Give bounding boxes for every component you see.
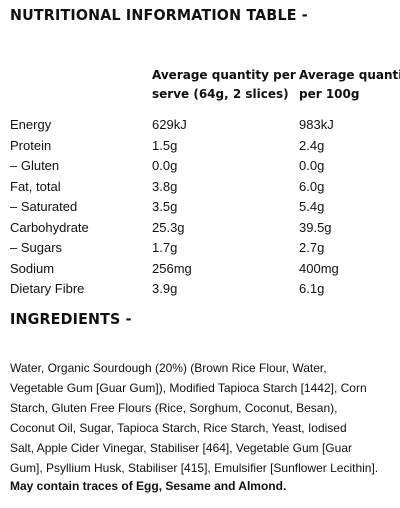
column-header-per-100g-line: Average quantity <box>299 68 400 82</box>
column-header-per-serve-line: serve (64g, 2 slices) <box>152 87 289 101</box>
ingredients-text: Water, Organic Sourdough (20%) (Brown Ri… <box>10 358 392 478</box>
nutrient-name: Dietary Fibre <box>10 281 85 296</box>
nutrition-table-title: NUTRITIONAL INFORMATION TABLE - <box>10 6 308 24</box>
value-per-100g: 6.1g <box>299 281 325 296</box>
value-per-serve: 3.5g <box>152 199 178 214</box>
column-header-per-serve: Average quantity per serve (64g, 2 slice… <box>152 66 296 104</box>
column-header-per-100g-line: per 100g <box>299 87 360 101</box>
value-per-serve: 629kJ <box>152 117 187 132</box>
value-per-100g: 6.0g <box>299 178 325 194</box>
value-per-serve: 0.0g <box>152 158 178 173</box>
ingredients-title: INGREDIENTS - <box>10 310 132 328</box>
value-per-100g: 39.5g <box>299 219 332 235</box>
nutrient-name: – Gluten <box>10 158 60 173</box>
value-per-100g: 983kJ <box>299 117 334 132</box>
nutrient-name: Energy <box>10 117 52 132</box>
column-header-per-serve-line: Average quantity per <box>152 68 296 82</box>
ingredients-line: Salt, Apple Cider Vinegar, Stabiliser [4… <box>10 441 352 455</box>
value-per-serve: 25.3g <box>152 219 185 235</box>
value-per-100g: 400mg <box>299 260 339 276</box>
nutrient-name: – Saturated <box>10 199 78 214</box>
ingredients-line: Gum], Psyllium Husk, Stabiliser [415], E… <box>10 461 379 475</box>
value-per-serve: 3.9g <box>152 281 178 296</box>
nutrient-name: – Sugars <box>10 240 63 255</box>
value-per-100g: 2.7g <box>299 240 325 255</box>
nutrient-name: Protein <box>10 137 52 153</box>
ingredients-line: Vegetable Gum [Guar Gum]), Modified Tapi… <box>10 381 367 395</box>
value-per-serve: 3.8g <box>152 178 178 194</box>
value-per-serve: 256mg <box>152 260 192 276</box>
allergen-note: May contain traces of Egg, Sesame and Al… <box>10 479 287 493</box>
ingredients-line: Coconut Oil, Sugar, Tapioca Starch, Rice… <box>10 421 347 435</box>
value-per-100g: 0.0g <box>299 158 325 173</box>
nutrient-name: Carbohydrate <box>10 219 89 235</box>
nutrient-name: Fat, total <box>10 178 61 194</box>
ingredients-line: Water, Organic Sourdough (20%) (Brown Ri… <box>10 361 327 375</box>
ingredients-line: Starch, Gluten Free Flours (Rice, Sorghu… <box>10 401 338 415</box>
nutrient-name: Sodium <box>10 260 55 276</box>
value-per-100g: 5.4g <box>299 199 325 214</box>
column-header-per-100g: Average quantity per 100g <box>299 66 400 104</box>
value-per-serve: 1.7g <box>152 240 178 255</box>
value-per-serve: 1.5g <box>152 137 178 153</box>
value-per-100g: 2.4g <box>299 137 325 153</box>
